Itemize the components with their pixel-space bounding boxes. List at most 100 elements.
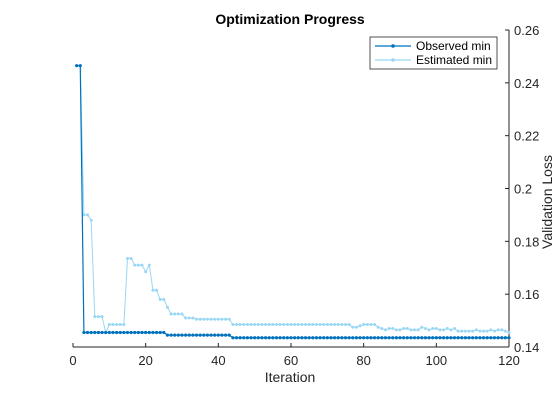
data-point [253, 323, 257, 327]
data-point [220, 317, 224, 321]
data-point [242, 336, 246, 340]
data-point [376, 336, 380, 340]
data-point [471, 336, 475, 340]
data-point [195, 317, 199, 321]
data-point [314, 323, 318, 327]
series-estimated-min [75, 64, 511, 335]
data-point [304, 323, 308, 327]
data-point [144, 330, 148, 335]
data-point [169, 333, 173, 337]
plot-area [75, 64, 511, 340]
data-point [300, 323, 304, 327]
data-point [369, 336, 373, 340]
data-point [387, 327, 391, 331]
data-point [151, 330, 155, 335]
data-point [391, 336, 395, 340]
data-point [162, 330, 166, 335]
data-point [209, 317, 213, 321]
data-point [387, 336, 391, 340]
data-point [365, 323, 369, 327]
data-point [267, 323, 271, 327]
data-point [427, 336, 431, 340]
data-point [329, 336, 333, 340]
data-point [383, 336, 388, 340]
data-point [151, 288, 155, 292]
data-point [503, 336, 507, 340]
data-point [380, 336, 384, 340]
data-point [460, 336, 464, 340]
data-point [307, 323, 311, 327]
data-point [140, 330, 144, 335]
y-tick-label: 0.14 [514, 340, 539, 355]
data-point [165, 333, 170, 337]
x-axis-label: Iteration [265, 369, 316, 385]
data-point [140, 263, 144, 267]
data-point [340, 323, 344, 327]
data-point [122, 330, 126, 335]
data-point [351, 325, 355, 329]
legend-swatch-marker [391, 44, 395, 48]
data-point [256, 336, 260, 340]
data-point [496, 336, 500, 340]
data-point [111, 323, 115, 327]
data-point [147, 263, 151, 267]
data-point [173, 312, 177, 316]
data-point [481, 336, 486, 340]
data-point [398, 328, 402, 332]
data-point [383, 328, 387, 332]
data-point [96, 330, 101, 335]
data-point [176, 312, 180, 316]
data-point [391, 327, 395, 331]
data-point [471, 329, 475, 333]
data-point [89, 218, 93, 222]
data-point [445, 327, 449, 331]
data-point [205, 333, 210, 337]
data-point [431, 327, 435, 331]
y-tick-label: 0.16 [514, 287, 539, 302]
data-point [402, 327, 406, 331]
y-tick-label: 0.22 [514, 129, 539, 144]
data-point [162, 297, 166, 301]
data-point [503, 329, 507, 333]
data-point [78, 64, 82, 68]
data-point [198, 333, 202, 337]
y-tick-label: 0.18 [514, 234, 539, 249]
data-point [234, 336, 239, 340]
data-point [347, 323, 351, 327]
data-point [394, 328, 398, 332]
data-point [496, 328, 500, 332]
data-point [344, 323, 347, 327]
data-point [358, 336, 362, 340]
data-point [336, 323, 340, 327]
data-point [133, 263, 137, 267]
y-tick-label: 0.26 [514, 23, 539, 38]
data-point [420, 325, 424, 329]
data-point [86, 213, 90, 217]
y-tick-label: 0.2 [514, 182, 532, 197]
x-tick-label: 20 [138, 353, 152, 368]
data-point [463, 336, 467, 340]
legend-box [369, 36, 498, 70]
x-tick-label: 0 [69, 353, 76, 368]
legend-swatch-marker [391, 58, 395, 62]
data-point [373, 323, 377, 327]
data-point [449, 328, 453, 332]
data-point [118, 330, 122, 335]
data-point [452, 336, 457, 340]
data-point [460, 329, 464, 333]
data-point [253, 336, 257, 340]
data-point [191, 316, 195, 320]
data-point [115, 323, 119, 327]
data-point [307, 336, 311, 340]
data-point [482, 329, 486, 333]
data-point [187, 333, 191, 337]
data-point [296, 323, 300, 327]
data-point [489, 328, 493, 332]
data-point [380, 327, 384, 331]
data-point [154, 330, 159, 335]
data-point [245, 336, 249, 340]
data-point [354, 325, 358, 329]
data-point [260, 323, 264, 327]
data-point [300, 336, 304, 340]
